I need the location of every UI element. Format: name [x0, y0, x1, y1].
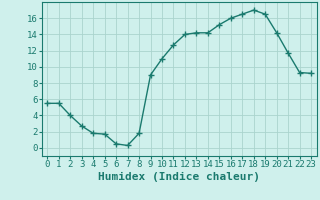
X-axis label: Humidex (Indice chaleur): Humidex (Indice chaleur): [98, 172, 260, 182]
